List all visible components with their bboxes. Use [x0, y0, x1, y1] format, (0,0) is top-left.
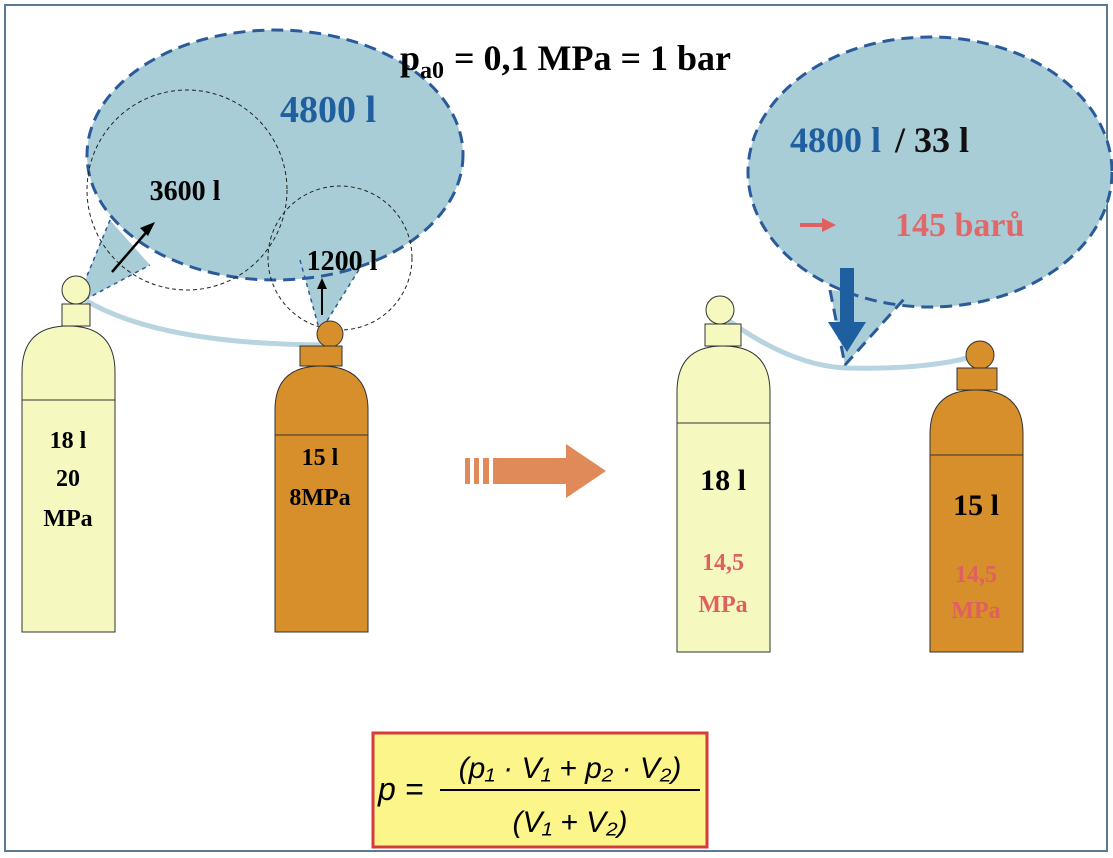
arrow: [840, 268, 854, 326]
bubble-line: 4800 l / 33 l: [790, 120, 969, 160]
title-base: p: [400, 38, 420, 78]
right-bubble: [748, 37, 1112, 307]
formula-denominator: (V₁ + V₂): [512, 806, 627, 839]
title-rest: = 0,1 MPa = 1 bar: [454, 38, 731, 78]
bubble-volume: / 33 l: [894, 120, 969, 160]
title-subscript: a0: [420, 58, 444, 84]
bubble-total: 4800 l: [280, 89, 376, 131]
cylinder-unit: MPa: [43, 506, 92, 532]
cylinder-pressure: 8MPa: [289, 485, 350, 511]
cylinder-volume: 18 l: [700, 464, 746, 497]
formula-numerator: (p₁ · V₁ + p₂ · V₂): [459, 752, 682, 785]
cylinder-pressure: 14,5: [955, 562, 997, 588]
cylinder-unit: MPa: [698, 592, 747, 618]
formula-lhs: p =: [377, 771, 423, 807]
volume-label: 3600 l: [150, 176, 221, 207]
cylinder-volume: 15 l: [302, 445, 339, 471]
cylinder-pressure: 14,5: [702, 550, 744, 576]
volume-label: 1200 l: [307, 246, 378, 277]
cylinder-volume: 18 l: [50, 428, 87, 454]
bubble-result: 145 barů: [895, 207, 1024, 244]
cylinder-volume: 15 l: [953, 489, 999, 522]
cylinder-pressure: 20: [56, 466, 80, 492]
bubble-total: 4800 l: [790, 120, 881, 160]
slide: 4800 l 3600 l 1200 l pa0 = 0,1 MPa = 1 ba…: [0, 0, 1113, 858]
cylinder-unit: MPa: [951, 598, 1000, 624]
